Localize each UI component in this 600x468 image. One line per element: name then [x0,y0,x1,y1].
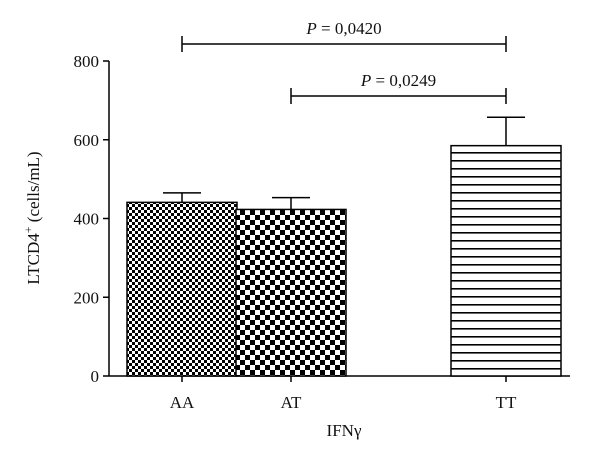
x-ticks-group: AA AT TT [170,376,517,412]
sig-label: P = 0,0420 [305,19,381,38]
y-tick-label: 400 [74,210,100,229]
bar-tt [450,144,562,377]
x-axis-label: IFNγ [327,421,362,440]
sig-p-value: = 0,0249 [371,71,436,90]
y-tick-label: 200 [74,288,100,307]
bar-at [235,208,347,377]
y-tick-label: 600 [74,131,100,150]
x-tick-label-aa: AA [170,393,195,412]
error-bars-group [163,116,525,210]
x-axis-label-greek: γ [353,421,362,440]
y-tick-label: 0 [91,367,100,386]
x-tick-label-at: AT [281,393,302,412]
sig-label: P = 0,0249 [360,71,436,90]
sig-p-symbol: P [305,19,316,38]
y-tick-label: 800 [74,52,100,71]
x-tick-label-tt: TT [496,393,517,412]
bars-group [126,144,562,377]
y-axis-label: LTCD4+ (cells/mL) [21,151,43,284]
bar-aa [126,201,238,377]
y-axis-label-superscript: + [21,226,35,233]
sig-p-symbol: P [360,71,371,90]
y-ticks-group: 0 200 400 600 800 [74,52,109,386]
sig-p-value: = 0,0420 [317,19,382,38]
